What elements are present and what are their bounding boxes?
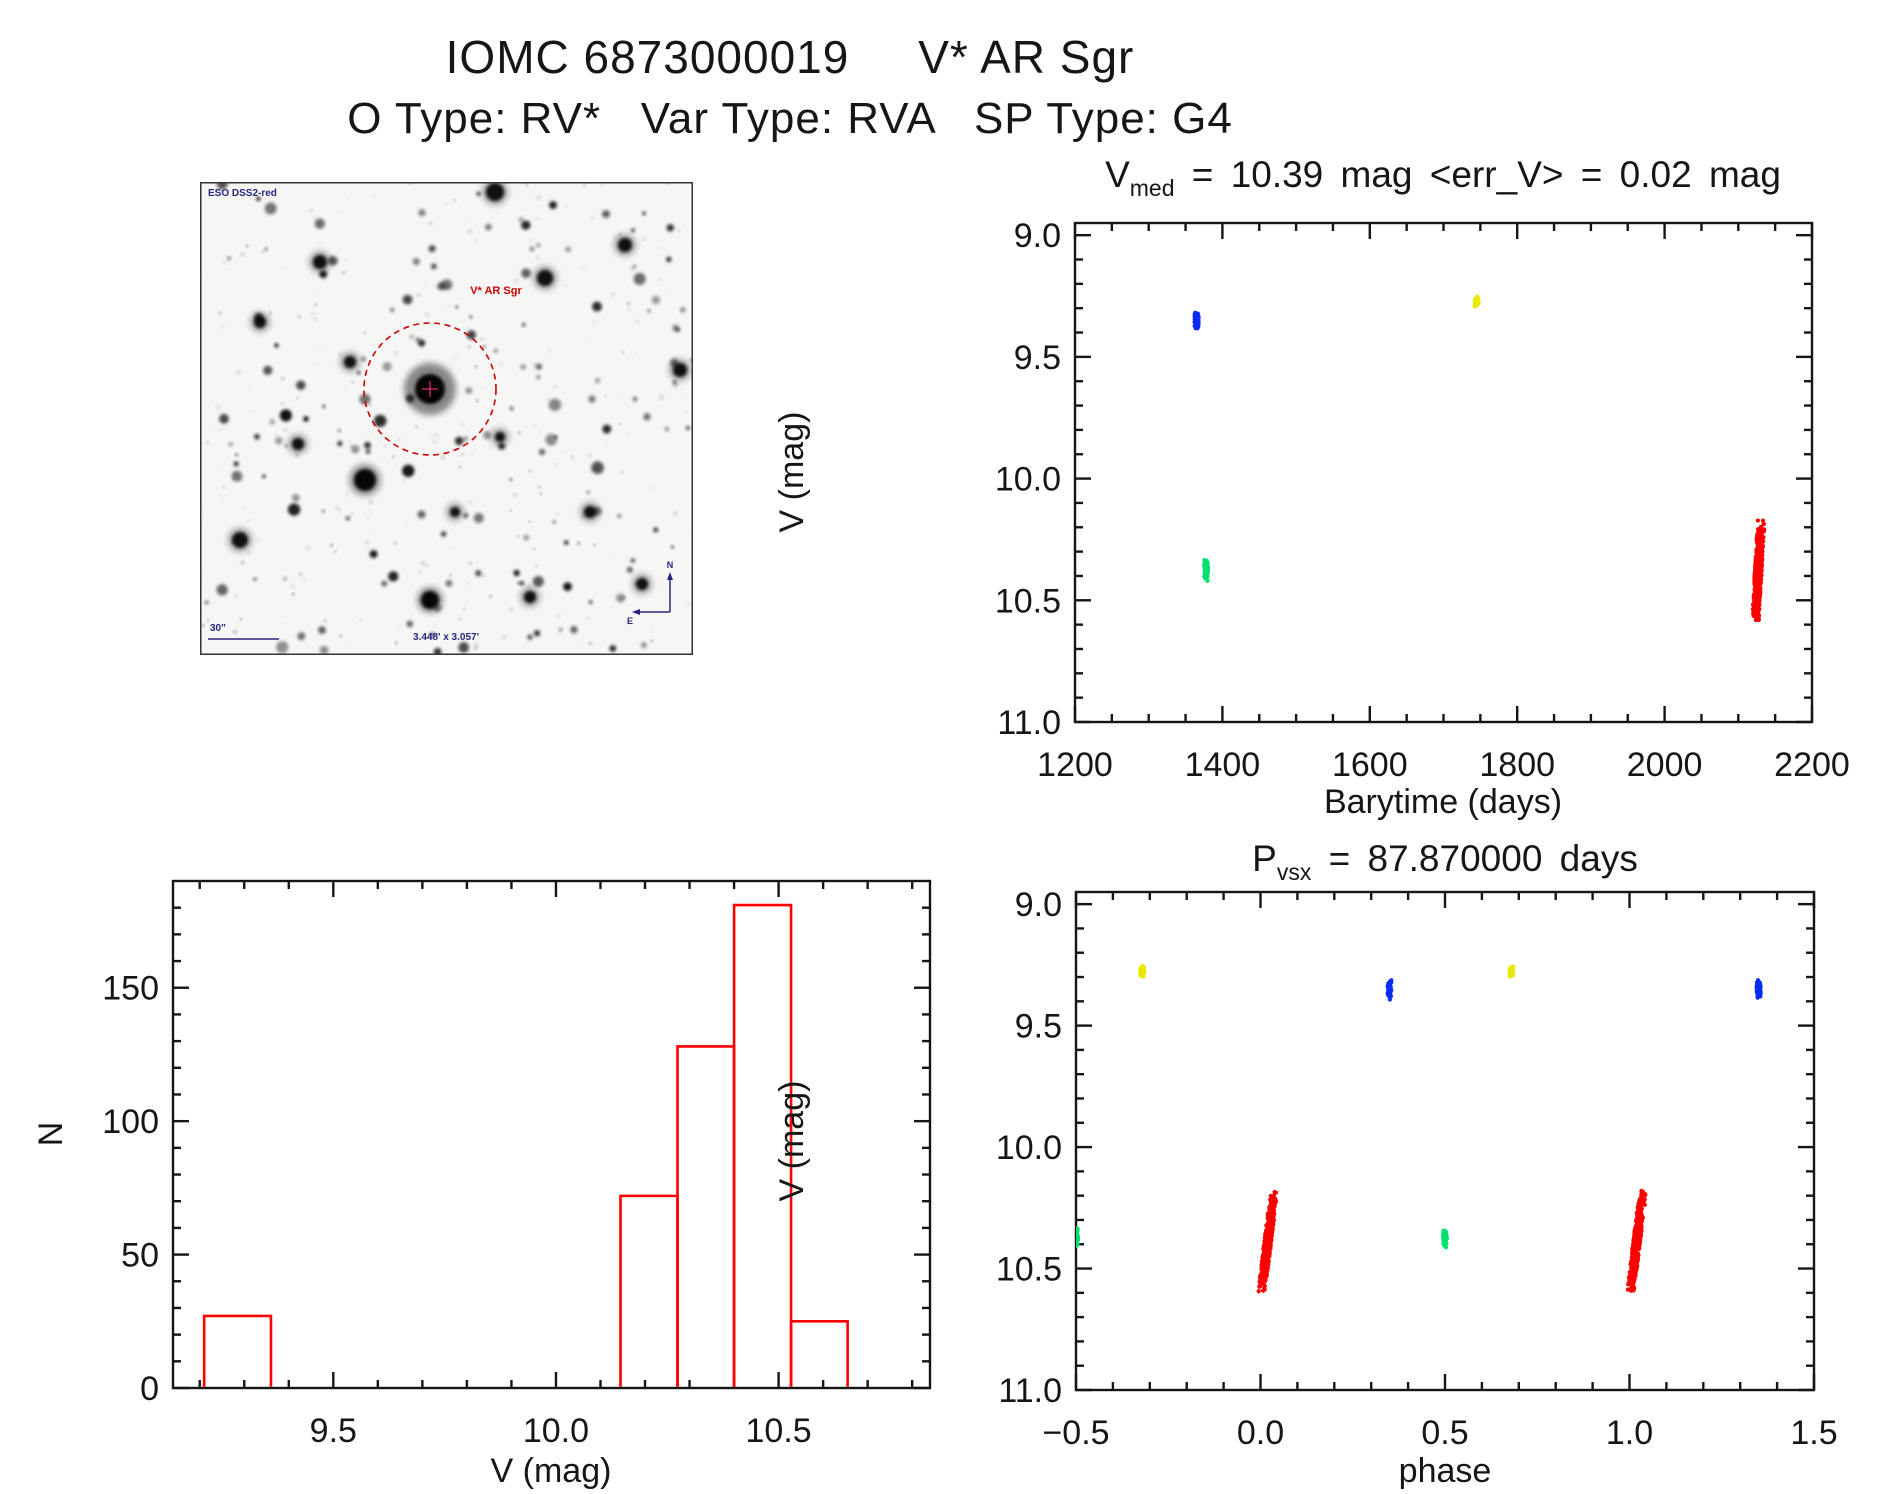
star-field [200,182,693,655]
phase-tick-labels: −0.5 0.0 0.5 1.0 1.5 9.0 9.5 10.0 10.5 11.0 [996,886,1838,1452]
phase-xtick: 1.5 [1790,1414,1837,1452]
bright-star [398,570,462,630]
phase-cluster-blue [1754,978,1763,1000]
lightcurve-tick-labels: 1200 1400 1600 1800 2000 2200 9.0 9.5 10.0 10.5 11… [995,217,1850,784]
lightcurve-cluster-blue [1192,310,1201,331]
phase-xtick: 1.0 [1606,1414,1653,1452]
phase-xlabel: phase [1399,1452,1492,1490]
lightcurve-xtick: 1200 [1037,746,1113,784]
histogram-bar [676,1045,736,1387]
phase-cluster-red [1625,1188,1648,1293]
histogram-xtick: 9.5 [310,1412,357,1450]
scale-label: 30" [210,623,226,634]
lightcurve-xtick: 1800 [1479,746,1555,784]
phase-title: Pvsx = 87.870000 days [1252,838,1638,885]
finding-chart-image: ESO DSS2-red V* AR Sgr 30" 3.448' x 3.057' N… [200,182,693,655]
phase-xtick: 0.0 [1237,1414,1284,1452]
histogram-frame [171,879,932,1390]
lightcurve-ylabel: V (mag) [773,412,811,533]
compass: NE [627,560,673,626]
lightcurve-ytick: 9.0 [1014,217,1061,255]
page-title: IOMC 6873000019 V* AR Sgr [445,31,1135,83]
dss-frame [200,182,693,655]
phase-cluster-green [1076,1225,1081,1249]
lightcurve-title: Vmed = 10.39 mag <err_V> = 0.02 mag [1105,154,1781,201]
lightcurve-ytick: 11.0 [997,704,1061,742]
lightcurve-ytick: 10.5 [995,582,1061,620]
phase-cluster-yellow [1507,964,1516,979]
target-name-label: V* AR Sgr [470,285,522,297]
compass-east-label: E [627,616,633,626]
histogram-ytick: 150 [102,970,159,1008]
phase-data-points [1076,963,1763,1294]
phase-ylabel: V (mag) [773,1081,811,1202]
phase-ytick: 9.5 [1015,1008,1062,1046]
phase-ytick: 9.0 [1015,886,1062,924]
histogram-ylabel: N [32,1122,70,1147]
lightcurve-cluster-red [1750,518,1767,623]
histogram-bar [732,903,793,1387]
lightcurve-xlabel: Barytime (days) [1324,783,1562,821]
lightcurve-frame [1073,221,1814,724]
page-subtitle: O Type: RV* Var Type: RVA SP Type: G4 [347,94,1233,143]
lightcurve-plot: 1200 1400 1600 1800 2000 2200 9.0 9.5 10.0 10.5 11… [773,154,1850,821]
lightcurve-xtick: 2200 [1774,746,1850,784]
lightcurve-data-points [1192,294,1767,623]
phase-cluster-green [1440,1228,1450,1250]
lightcurve-xtick: 2000 [1627,746,1703,784]
phase-frame [1074,890,1816,1392]
histogram-bar [789,1319,849,1387]
compass-north-label: N [667,560,674,570]
lightcurve-cluster-yellow [1472,294,1481,309]
lightcurve-ytick: 9.5 [1014,339,1061,377]
histogram-bars [202,903,849,1387]
phase-ytick: 10.0 [996,1129,1062,1167]
target-marker [363,322,497,456]
histogram-plot: 9.5 10.0 10.5 0 50 100 150 V (mag) N [32,879,932,1490]
phase-ytick: 11.0 [998,1372,1062,1410]
bright-star [331,450,399,510]
lightcurve-cluster-green [1202,557,1211,583]
fov-label: 3.448' x 3.057' [413,632,479,643]
phase-cluster-red [1256,1189,1279,1294]
histogram-ytick: 100 [102,1103,159,1141]
histogram-bar [202,1314,273,1387]
phase-cluster-blue [1385,978,1394,1002]
phase-xtick: 0.5 [1421,1414,1468,1452]
histogram-ytick: 50 [121,1237,159,1275]
phase-ytick: 10.5 [996,1251,1062,1289]
lightcurve-xtick: 1600 [1332,746,1408,784]
lightcurve-ytick: 10.0 [995,461,1061,499]
histogram-xlabel: V (mag) [491,1452,612,1490]
histogram-ytick: 0 [140,1370,159,1408]
phase-plot: −0.5 0.0 0.5 1.0 1.5 9.0 9.5 10.0 10.5 11.0 phase V… [773,838,1838,1490]
lightcurve-xtick: 1400 [1185,746,1261,784]
survey-label: ESO DSS2-red [208,188,277,199]
histogram-bar [619,1194,679,1387]
histogram-xtick: 10.5 [746,1412,812,1450]
histogram-xtick: 10.0 [523,1412,589,1450]
histogram-tick-labels: 9.5 10.0 10.5 0 50 100 150 [102,970,811,1450]
target-circle [363,322,497,456]
phase-xtick: −0.5 [1042,1414,1109,1452]
phase-cluster-yellow [1138,963,1147,979]
dss-annotations: ESO DSS2-red V* AR Sgr 30" 3.448' x 3.057' N… [208,188,673,643]
